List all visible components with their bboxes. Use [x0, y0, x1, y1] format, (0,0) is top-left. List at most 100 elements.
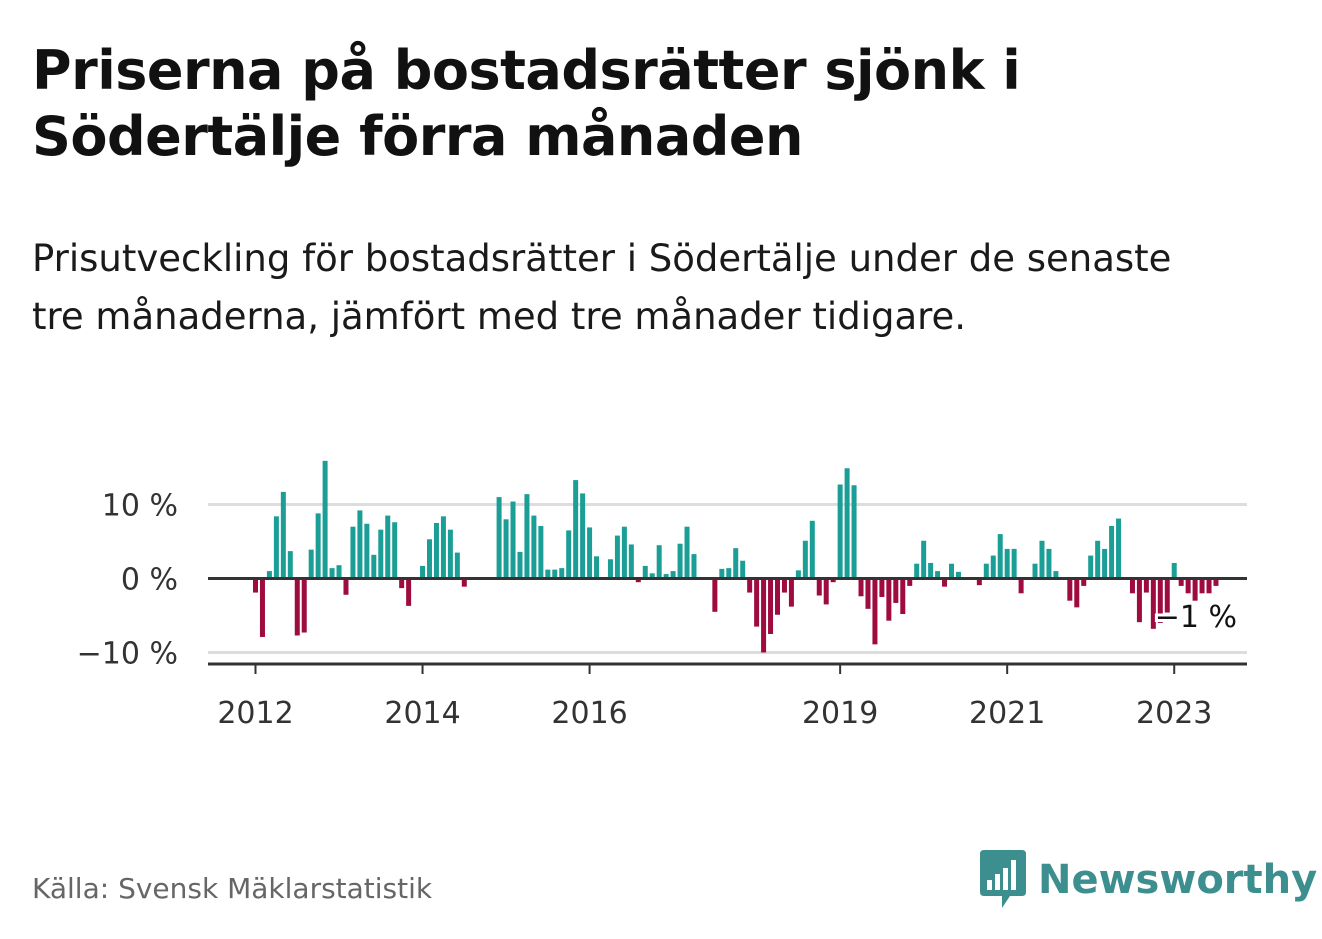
brand-name: Newsworthy	[1038, 857, 1318, 903]
bar	[329, 568, 335, 579]
bar	[621, 526, 627, 579]
bar	[531, 515, 537, 579]
bar	[253, 578, 258, 593]
bar	[1102, 548, 1108, 579]
bar	[1116, 518, 1122, 579]
bar	[1192, 578, 1198, 601]
bar	[266, 571, 272, 579]
bar	[301, 578, 307, 633]
bar	[1199, 578, 1205, 594]
bar	[795, 570, 801, 579]
bar	[893, 578, 899, 603]
bar	[427, 539, 432, 579]
bar	[990, 555, 996, 579]
bar	[628, 544, 634, 579]
bar	[1150, 578, 1156, 629]
bar	[754, 578, 760, 627]
grid-layer	[208, 503, 1247, 654]
bar	[587, 527, 593, 579]
bar	[670, 571, 676, 579]
bar	[809, 520, 815, 579]
x-tick-label: 2021	[969, 696, 1045, 731]
bar	[503, 519, 509, 579]
bar	[607, 559, 613, 579]
bar	[524, 494, 530, 579]
bar-chart-logo-icon	[980, 850, 1026, 908]
bar	[420, 565, 426, 579]
bar	[371, 554, 377, 579]
axis-layer	[208, 577, 1247, 674]
bar	[280, 491, 286, 579]
bar	[663, 574, 669, 579]
bar	[1143, 578, 1149, 593]
bar	[761, 578, 767, 653]
bar	[955, 571, 961, 579]
bar	[900, 578, 906, 615]
bar	[781, 578, 787, 593]
bar	[517, 551, 523, 579]
bar	[879, 578, 885, 597]
bar	[1164, 578, 1170, 613]
bar	[287, 551, 293, 579]
bar	[510, 501, 516, 579]
bar	[656, 545, 662, 579]
bar	[545, 569, 551, 579]
label-layer: 10 % 0 % −10 % 2012 2014 2016 2019 2021 2023 −1 %	[77, 489, 1240, 732]
bar	[872, 578, 878, 645]
bar	[1088, 555, 1094, 579]
bar	[364, 523, 370, 579]
x-tick-label: 2023	[1136, 696, 1212, 731]
bar	[580, 493, 586, 579]
bar	[1136, 578, 1142, 623]
x-tick-label: 2012	[217, 696, 293, 731]
bar	[433, 523, 439, 579]
bar	[997, 534, 1003, 579]
bar	[350, 526, 356, 579]
bar	[322, 460, 328, 579]
bar	[1039, 540, 1045, 579]
bar-chart: 10 % 0 % −10 % 2012 2014 2016 2019 2021 2023 −1 %	[77, 460, 1247, 732]
bar	[1074, 578, 1080, 608]
bar	[830, 578, 836, 583]
bar	[308, 549, 314, 579]
bar	[294, 578, 300, 636]
bar	[942, 578, 948, 587]
bar	[865, 578, 871, 609]
bar	[747, 578, 753, 593]
bar	[1046, 548, 1052, 579]
bar	[259, 578, 265, 637]
bar	[837, 484, 843, 579]
bar	[406, 578, 412, 606]
brand-logo[interactable]: Newsworthy	[980, 848, 1317, 912]
bar	[454, 552, 460, 579]
bar	[1157, 578, 1163, 623]
bar	[336, 565, 342, 579]
bar	[1213, 578, 1219, 586]
bar	[1011, 548, 1017, 579]
bar	[1109, 525, 1115, 579]
bar	[1032, 563, 1038, 579]
bar	[642, 565, 648, 579]
bar	[907, 578, 913, 586]
bar	[1067, 578, 1073, 601]
bar	[1178, 578, 1184, 586]
bar	[775, 578, 780, 615]
bar	[614, 535, 620, 579]
bar	[719, 568, 725, 579]
last-value-label: −1 %	[1155, 600, 1237, 635]
y-tick-label: 0 %	[121, 563, 178, 598]
bar	[844, 468, 850, 579]
bar	[684, 526, 690, 579]
bar	[976, 578, 982, 586]
bar	[378, 529, 384, 579]
bar	[649, 573, 655, 579]
bar	[733, 548, 739, 579]
bar	[1171, 562, 1177, 579]
bar	[594, 556, 600, 579]
y-tick-label: 10 %	[102, 489, 178, 524]
bar	[740, 560, 746, 579]
bar	[343, 578, 349, 595]
bar	[357, 510, 363, 579]
bar	[823, 578, 829, 605]
bar	[802, 540, 808, 579]
